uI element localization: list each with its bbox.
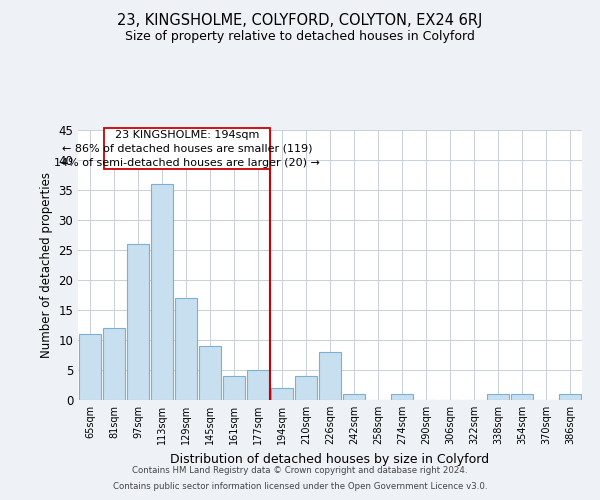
X-axis label: Distribution of detached houses by size in Colyford: Distribution of detached houses by size …: [170, 452, 490, 466]
Bar: [103, 328, 125, 400]
Bar: [391, 394, 413, 400]
Text: Contains HM Land Registry data © Crown copyright and database right 2024.: Contains HM Land Registry data © Crown c…: [132, 466, 468, 475]
Bar: [223, 376, 245, 400]
Bar: [79, 334, 101, 400]
Bar: [559, 394, 581, 400]
Bar: [319, 352, 341, 400]
Text: Contains public sector information licensed under the Open Government Licence v3: Contains public sector information licen…: [113, 482, 487, 491]
Bar: [271, 388, 293, 400]
Bar: [199, 346, 221, 400]
Bar: [104, 128, 269, 169]
Bar: [151, 184, 173, 400]
Text: Size of property relative to detached houses in Colyford: Size of property relative to detached ho…: [125, 30, 475, 43]
Text: 23 KINGSHOLME: 194sqm
← 86% of detached houses are smaller (119)
14% of semi-det: 23 KINGSHOLME: 194sqm ← 86% of detached …: [54, 130, 320, 168]
Bar: [511, 394, 533, 400]
Bar: [127, 244, 149, 400]
Bar: [295, 376, 317, 400]
Bar: [343, 394, 365, 400]
Bar: [247, 370, 269, 400]
Text: 23, KINGSHOLME, COLYFORD, COLYTON, EX24 6RJ: 23, KINGSHOLME, COLYFORD, COLYTON, EX24 …: [118, 12, 482, 28]
Y-axis label: Number of detached properties: Number of detached properties: [40, 172, 53, 358]
Bar: [487, 394, 509, 400]
Bar: [175, 298, 197, 400]
